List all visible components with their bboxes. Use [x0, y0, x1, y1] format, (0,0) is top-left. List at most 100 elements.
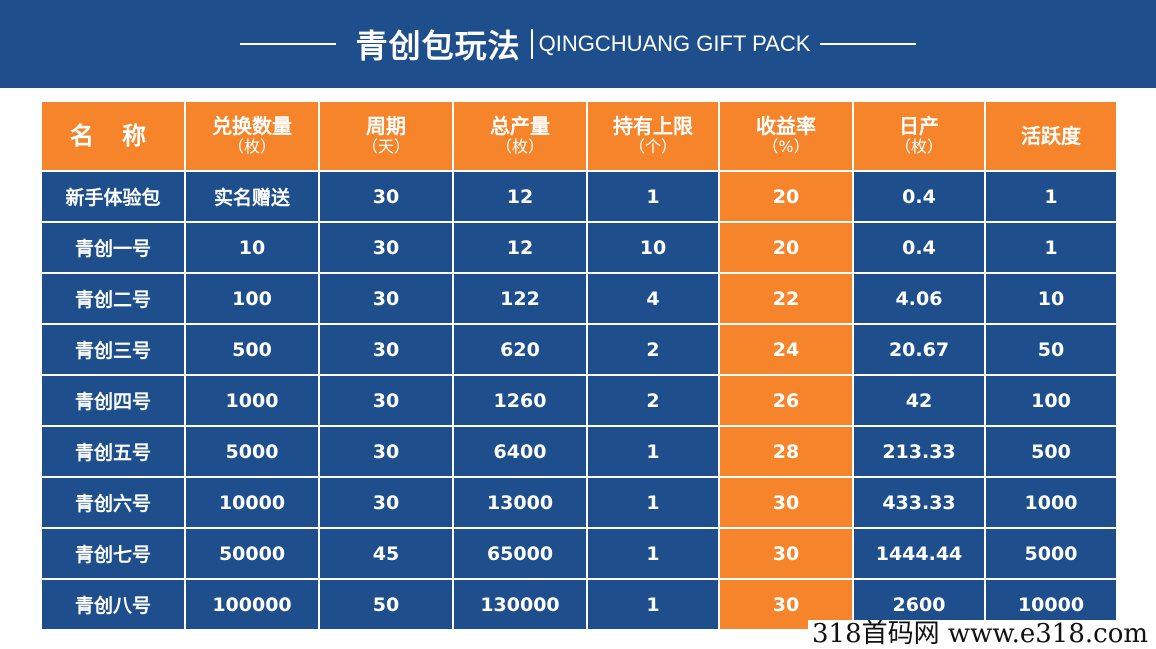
table-cell: 1 [984, 221, 1118, 274]
column-header: 收益率 （%） [718, 100, 854, 172]
yield-rate-cell: 24 [718, 323, 854, 376]
table-cell: 5000 [984, 527, 1118, 580]
table-cell: 433.33 [852, 476, 986, 529]
table-cell: 6400 [452, 425, 588, 478]
yield-rate-cell: 30 [718, 527, 854, 580]
column-header: 总产量 （枚） [452, 100, 588, 172]
row-name-cell: 青创五号 [40, 425, 186, 478]
table-cell: 5000 [184, 425, 320, 478]
table-row: 青创五号 5000 30 6400 1 28 213.33 500 [40, 425, 1118, 478]
table-cell: 1 [586, 476, 720, 529]
table-row: 青创六号 10000 30 13000 1 30 433.33 1000 [40, 476, 1118, 529]
column-header-unit: （%） [762, 137, 810, 156]
column-header-unit: （天） [361, 137, 410, 156]
table-cell: 2 [586, 374, 720, 427]
table-row: 新手体验包 实名赠送 30 12 1 20 0.4 1 [40, 170, 1118, 223]
column-header-label: 收益率 [756, 114, 816, 138]
table-cell: 30 [318, 272, 454, 325]
row-name-cell: 青创六号 [40, 476, 186, 529]
table-cell: 500 [984, 425, 1118, 478]
table-cell: 1 [586, 170, 720, 223]
table-cell: 1000 [984, 476, 1118, 529]
column-header-label: 日产 [899, 114, 939, 138]
table-row: 青创三号 500 30 620 2 24 20.67 50 [40, 323, 1118, 376]
page-header: 青创包玩法 QINGCHUANG GIFT PACK [0, 0, 1156, 88]
table-cell: 30 [318, 323, 454, 376]
header-right-rule [820, 43, 917, 45]
table-cell: 1 [586, 425, 720, 478]
page-title: 青创包玩法 [355, 27, 521, 65]
yield-rate-cell: 30 [718, 476, 854, 529]
column-header: 名 称 [40, 100, 186, 172]
table-cell: 实名赠送 [184, 170, 320, 223]
table-row: 青创一号 10 30 12 10 20 0.4 1 [40, 221, 1118, 274]
column-header: 周期 （天） [318, 100, 454, 172]
table-cell: 30 [318, 425, 454, 478]
table-cell: 213.33 [852, 425, 986, 478]
table-cell: 12 [452, 221, 588, 274]
table-cell: 4.06 [852, 272, 986, 325]
row-name-cell: 青创八号 [40, 578, 186, 631]
table-cell: 45 [318, 527, 454, 580]
table-cell: 12 [452, 170, 588, 223]
table-row: 青创四号 1000 30 1260 2 26 42 100 [40, 374, 1118, 427]
table-cell: 50 [318, 578, 454, 631]
table-body: 新手体验包 实名赠送 30 12 1 20 0.4 1 青创一号 10 30 12 10 20 0.4 1 青创… [40, 170, 1118, 631]
column-header: 兑换数量 （枚） [184, 100, 320, 172]
column-header: 持有上限 （个） [586, 100, 720, 172]
column-header-label: 活跃度 [1021, 124, 1081, 148]
table-cell: 50 [984, 323, 1118, 376]
column-header-unit: （枚） [495, 137, 544, 156]
column-header-unit: （枚） [227, 137, 276, 156]
table-cell: 1 [984, 170, 1118, 223]
table-cell: 30 [318, 476, 454, 529]
table-cell: 13000 [452, 476, 588, 529]
table-cell: 122 [452, 272, 588, 325]
table-header-row: 名 称兑换数量 （枚） 周期 （天） 总产量 （枚） 持有上限 （个） 收益率 （%） 日产 （枚）活… [40, 100, 1118, 172]
table-cell: 50000 [184, 527, 320, 580]
table-cell: 10 [586, 221, 720, 274]
yield-rate-cell: 20 [718, 221, 854, 274]
yield-rate-cell: 22 [718, 272, 854, 325]
column-header-label: 总产量 [490, 114, 550, 138]
table-cell: 1 [586, 527, 720, 580]
column-header-label: 周期 [366, 114, 406, 138]
table-cell: 30 [318, 221, 454, 274]
table-cell: 30 [318, 170, 454, 223]
table-cell: 2 [586, 323, 720, 376]
table-cell: 0.4 [852, 221, 986, 274]
table-cell: 130000 [452, 578, 588, 631]
column-header-label: 持有上限 [613, 114, 693, 138]
row-name-cell: 青创四号 [40, 374, 186, 427]
page-subtitle: QINGCHUANG GIFT PACK [538, 31, 811, 56]
table-cell: 1260 [452, 374, 588, 427]
table-cell: 10 [984, 272, 1118, 325]
yield-rate-cell: 26 [718, 374, 854, 427]
table-cell: 4 [586, 272, 720, 325]
gift-pack-table: 名 称兑换数量 （枚） 周期 （天） 总产量 （枚） 持有上限 （个） 收益率 （%） 日产 （枚）活… [40, 100, 1118, 631]
table-cell: 620 [452, 323, 588, 376]
column-header-unit: （个） [628, 137, 677, 156]
table-cell: 10000 [184, 476, 320, 529]
table-row: 青创二号 100 30 122 4 22 4.06 10 [40, 272, 1118, 325]
yield-rate-cell: 20 [718, 170, 854, 223]
column-header-unit: （枚） [894, 137, 943, 156]
column-header-label: 名 称 [69, 122, 157, 150]
column-header: 日产 （枚） [852, 100, 986, 172]
table-cell: 0.4 [852, 170, 986, 223]
header-left-rule [239, 43, 336, 45]
table-cell: 100 [984, 374, 1118, 427]
table-cell: 1000 [184, 374, 320, 427]
header-separator [530, 29, 533, 59]
table-cell: 1444.44 [852, 527, 986, 580]
table-cell: 100 [184, 272, 320, 325]
row-name-cell: 青创一号 [40, 221, 186, 274]
table-cell: 1 [586, 578, 720, 631]
column-header-label: 兑换数量 [212, 114, 292, 138]
column-header: 活跃度 [984, 100, 1118, 172]
table-cell: 10 [184, 221, 320, 274]
table-cell: 42 [852, 374, 986, 427]
row-name-cell: 青创三号 [40, 323, 186, 376]
table-cell: 65000 [452, 527, 588, 580]
table-row: 青创七号 50000 45 65000 1 30 1444.44 5000 [40, 527, 1118, 580]
